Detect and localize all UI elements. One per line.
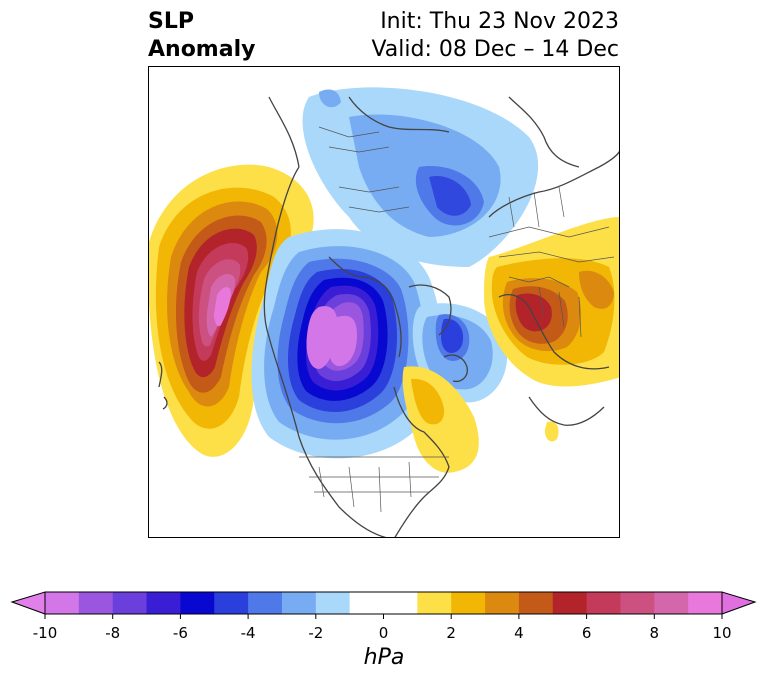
- colorbar-swatches: [45, 592, 723, 614]
- colorbar-swatch: [586, 592, 621, 614]
- colorbar-units: hPa: [363, 645, 405, 670]
- colorbar-tick-label: 0: [378, 624, 389, 642]
- colorbar-swatch: [518, 592, 554, 614]
- colorbar-tick-label: 6: [581, 624, 592, 642]
- colorbar-tick-label: -8: [105, 624, 121, 642]
- coastlines: [158, 96, 619, 537]
- newfoundland-positive-anomaly: [402, 366, 559, 473]
- colorbar-swatch: [620, 592, 655, 614]
- colorbar-swatch: [78, 592, 114, 614]
- anomaly-map: [148, 66, 620, 538]
- arctic-negative-anomaly: [302, 87, 539, 267]
- colorbar-swatch: [451, 592, 486, 614]
- colorbar-swatch: [146, 592, 181, 614]
- colorbar-swatch: [214, 592, 249, 614]
- colorbar-tick-label: -6: [172, 624, 188, 642]
- colorbar-swatch: [112, 592, 148, 614]
- map-svg: [149, 87, 619, 537]
- colorbar-ticks: [44, 614, 723, 619]
- colorbar-swatch: [688, 592, 723, 614]
- init-date: Init: Thu 23 Nov 2023: [380, 9, 619, 34]
- colorbar-swatch: [349, 592, 418, 614]
- colorbar-over-arrow: [721, 591, 757, 615]
- map-dates: Init: Thu 23 Nov 2023 Valid: 08 Dec – 14…: [371, 8, 619, 64]
- valid-range: Valid: 08 Dec – 14 Dec: [371, 37, 619, 62]
- colorbar-swatch: [248, 592, 283, 614]
- colorbar-under-arrow: [10, 591, 46, 615]
- political-borders: [299, 126, 615, 513]
- colorbar-swatch: [485, 592, 520, 614]
- colorbar-tick-label: 8: [649, 624, 660, 642]
- pacific-positive-anomaly: [149, 164, 314, 457]
- colorbar-tick-label: -4: [240, 624, 256, 642]
- title-variable-line2: Anomaly: [148, 37, 256, 62]
- colorbar-swatch: [552, 592, 588, 614]
- colorbar-tick-label: 4: [514, 624, 524, 642]
- colorbar-tick-label: -10: [32, 624, 58, 642]
- colorbar-tick-label: 2: [446, 624, 456, 642]
- colorbar-tick-label: -2: [308, 624, 324, 642]
- colorbar-swatch: [315, 592, 351, 614]
- colorbar-swatch: [45, 592, 80, 614]
- map-title: SLP Anomaly: [148, 8, 255, 64]
- colorbar-swatch: [281, 592, 317, 614]
- colorbar-swatch: [417, 592, 452, 614]
- colorbar-swatch: [180, 592, 215, 614]
- colorbar-tick-label: 10: [712, 624, 732, 642]
- north-america-negative-anomaly: [251, 229, 443, 459]
- title-variable-line1: SLP: [148, 9, 194, 34]
- colorbar-swatch: [654, 592, 689, 614]
- colorbar: [10, 591, 757, 619]
